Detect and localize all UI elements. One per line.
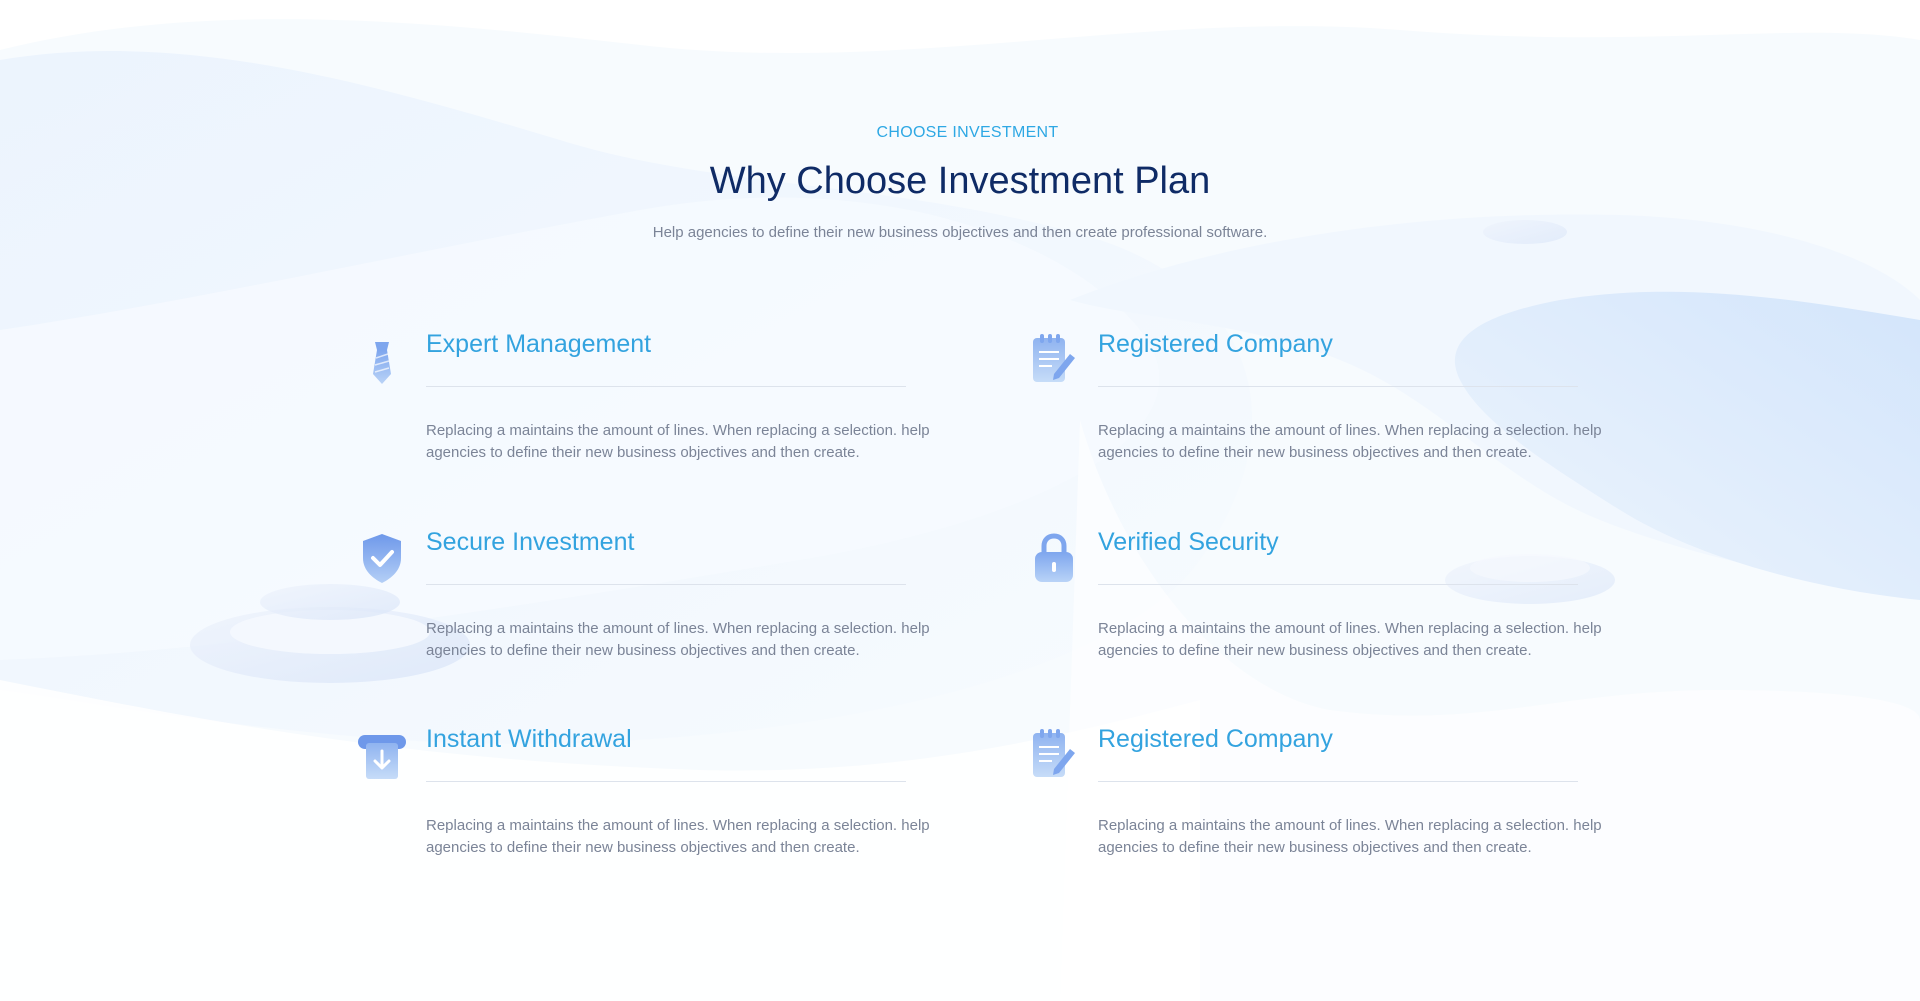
section-title: Why Choose Investment Plan [709, 160, 1211, 202]
feature-description: Replacing a maintains the amount of line… [1098, 620, 1602, 659]
divider [426, 781, 906, 782]
feature-title: Secure Investment [426, 528, 635, 556]
divider [426, 584, 906, 585]
feature-description: Replacing a maintains the amount of line… [426, 422, 930, 461]
feature-registered-company: Registered Company Replacing a maintains… [1026, 330, 1626, 480]
notepad-pen-icon [1026, 330, 1082, 390]
feature-title: Instant Withdrawal [426, 725, 632, 753]
tie-icon [354, 330, 410, 390]
feature-secure-investment: Secure Investment Replacing a maintains … [354, 528, 954, 678]
feature-title: Registered Company [1098, 725, 1333, 753]
feature-title: Expert Management [426, 330, 652, 358]
divider [1098, 584, 1578, 585]
divider [1098, 386, 1578, 387]
feature-description: Replacing a maintains the amount of line… [426, 817, 930, 856]
feature-instant-withdrawal: Instant Withdrawal Replacing a maintains… [354, 725, 954, 875]
withdraw-icon [354, 725, 410, 785]
divider [1098, 781, 1578, 782]
divider [426, 386, 906, 387]
feature-description: Replacing a maintains the amount of line… [426, 620, 930, 659]
feature-title: Registered Company [1098, 330, 1333, 358]
shield-check-icon [354, 528, 410, 588]
feature-description: Replacing a maintains the amount of line… [1098, 817, 1602, 856]
feature-description: Replacing a maintains the amount of line… [1098, 422, 1602, 461]
feature-verified-security: Verified Security Replacing a maintains … [1026, 528, 1626, 678]
feature-expert-management: Expert Management Replacing a maintains … [354, 330, 954, 480]
padlock-icon [1026, 528, 1082, 588]
notepad-pen-icon [1026, 725, 1082, 785]
section-subtitle: Help agencies to define their new busine… [652, 224, 1268, 241]
feature-title: Verified Security [1098, 528, 1279, 556]
feature-registered-company-2: Registered Company Replacing a maintains… [1026, 725, 1626, 875]
section-eyebrow: CHOOSE INVESTMENT [876, 124, 1059, 141]
